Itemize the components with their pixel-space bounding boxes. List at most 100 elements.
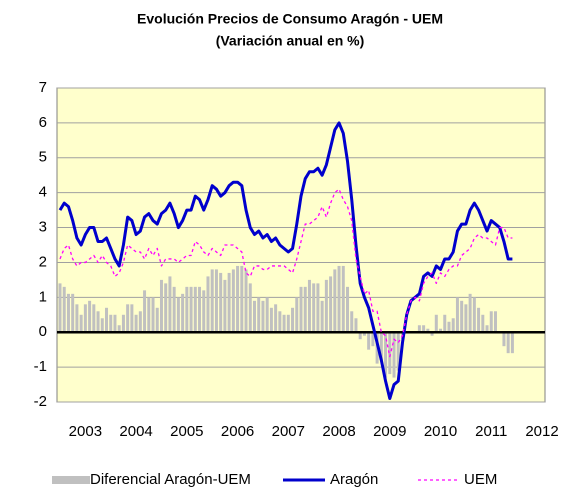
bar <box>337 265 341 333</box>
y-tick-label: -2 <box>34 393 47 410</box>
bar <box>307 279 311 333</box>
legend-label: Aragón <box>330 471 378 488</box>
bar <box>151 297 155 333</box>
x-tick-label: 2010 <box>424 423 457 440</box>
bar <box>185 286 189 333</box>
x-tick-label: 2006 <box>221 423 254 440</box>
bar <box>88 300 92 333</box>
bar <box>109 314 113 333</box>
bar <box>434 314 438 333</box>
bar <box>261 300 265 333</box>
bar <box>231 269 235 333</box>
bar <box>92 304 96 333</box>
bar <box>100 318 104 333</box>
x-tick-label: 2005 <box>170 423 203 440</box>
bar <box>134 314 138 333</box>
bar <box>236 265 240 333</box>
bar <box>358 332 362 340</box>
bar <box>202 290 206 333</box>
bar <box>451 318 455 333</box>
bar <box>291 307 295 333</box>
bar <box>83 304 87 333</box>
bar <box>282 314 286 333</box>
bar <box>493 311 497 333</box>
y-tick-label: 7 <box>39 79 47 96</box>
bar <box>143 290 147 333</box>
bar <box>147 297 151 333</box>
bar <box>354 318 358 333</box>
bar <box>105 307 109 333</box>
bar <box>439 328 443 333</box>
bar <box>489 311 493 333</box>
bar <box>324 279 328 333</box>
y-tick-label: 4 <box>39 184 47 201</box>
bar <box>210 269 214 333</box>
bar <box>346 286 350 333</box>
bar <box>227 272 231 333</box>
bar <box>477 307 481 333</box>
bar <box>468 293 472 333</box>
bar <box>312 283 316 333</box>
bar <box>214 269 218 333</box>
bar <box>159 279 163 333</box>
bar <box>392 332 396 378</box>
bar <box>422 325 426 333</box>
bar <box>472 297 476 333</box>
chart-subtitle: (Variación anual en %) <box>216 33 365 49</box>
bar <box>303 286 307 333</box>
bar <box>130 304 134 333</box>
bar <box>248 283 252 333</box>
bar <box>206 276 210 333</box>
bar <box>506 332 510 354</box>
plot-area <box>56 87 546 403</box>
bar <box>265 297 269 333</box>
bar <box>388 332 392 375</box>
bar <box>155 307 159 333</box>
bar <box>447 321 451 333</box>
x-tick-label: 2011 <box>475 423 507 440</box>
bar <box>417 325 421 333</box>
bar <box>138 311 142 333</box>
bar <box>223 279 227 333</box>
bar <box>510 332 514 354</box>
bar <box>269 307 273 333</box>
bar <box>485 325 489 333</box>
x-tick-label: 2004 <box>119 423 152 440</box>
bar <box>367 332 371 350</box>
bar <box>75 304 79 333</box>
bar <box>329 276 333 333</box>
bar <box>164 283 168 333</box>
bar <box>341 265 345 333</box>
bar <box>278 311 282 333</box>
bar <box>257 297 261 333</box>
bar <box>181 293 185 333</box>
bar <box>71 293 75 333</box>
y-tick-label: 3 <box>39 219 47 236</box>
legend-label: UEM <box>464 471 497 488</box>
bar <box>172 286 176 333</box>
bar <box>320 300 324 333</box>
bar <box>62 286 66 333</box>
bar <box>426 328 430 333</box>
y-tick-label: 6 <box>39 114 47 131</box>
bar <box>371 332 375 347</box>
bar <box>96 311 100 333</box>
bar <box>219 272 223 333</box>
bar <box>113 314 117 333</box>
bar <box>66 293 70 333</box>
bar <box>121 314 125 333</box>
y-tick-label: 5 <box>39 149 47 166</box>
bar <box>316 283 320 333</box>
y-tick-label: 0 <box>39 323 47 340</box>
bar <box>384 332 388 378</box>
bar <box>460 300 464 333</box>
bar <box>286 314 290 333</box>
bar <box>333 269 337 333</box>
bar <box>274 304 278 333</box>
bar <box>240 265 244 333</box>
bar <box>79 314 83 333</box>
bar <box>350 311 354 333</box>
bar <box>481 314 485 333</box>
